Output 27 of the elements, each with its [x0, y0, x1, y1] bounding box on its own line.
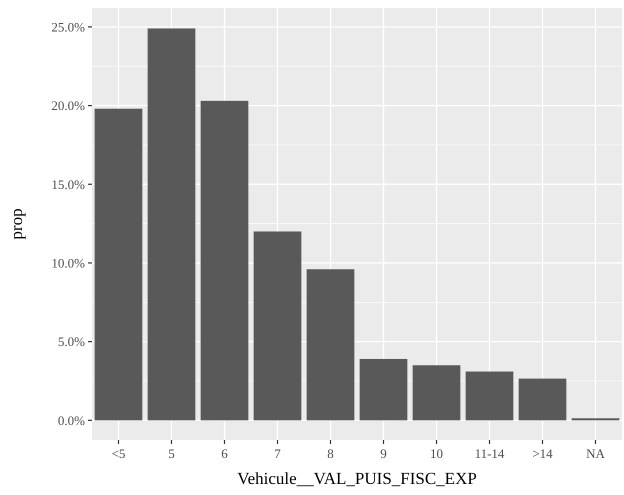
y-tick-label: 15.0%: [51, 176, 86, 192]
bar: [360, 358, 408, 420]
x-tick-label: 11-14: [474, 446, 505, 461]
x-tick-label: 7: [274, 446, 282, 461]
x-tick-label: 5: [168, 446, 175, 461]
y-tick-label: 20.0%: [51, 98, 86, 114]
bar: [200, 100, 248, 420]
bar: [254, 231, 302, 420]
y-tick-label: 5.0%: [58, 334, 86, 350]
bar: [306, 269, 354, 420]
y-axis-title: prop: [7, 208, 26, 240]
bar: [518, 378, 566, 420]
x-tick-label: 8: [327, 446, 334, 461]
y-tick-label: 0.0%: [58, 412, 86, 428]
bar: [148, 28, 196, 420]
x-tick-label: 6: [221, 446, 228, 461]
x-tick-label: 9: [380, 446, 387, 461]
x-tick-label: <5: [112, 446, 126, 461]
y-tick-label: 25.0%: [51, 19, 86, 34]
x-tick-label: >14: [532, 446, 554, 461]
bar: [466, 372, 514, 420]
y-tick-label: 10.0%: [51, 256, 86, 270]
bar: [94, 108, 142, 420]
bar: [412, 365, 460, 420]
x-tick-label: 10: [430, 446, 443, 461]
x-axis-title: Vehicule__VAL_PUIS_FISC_EXP: [237, 469, 477, 488]
x-tick-label: NA: [586, 446, 606, 461]
